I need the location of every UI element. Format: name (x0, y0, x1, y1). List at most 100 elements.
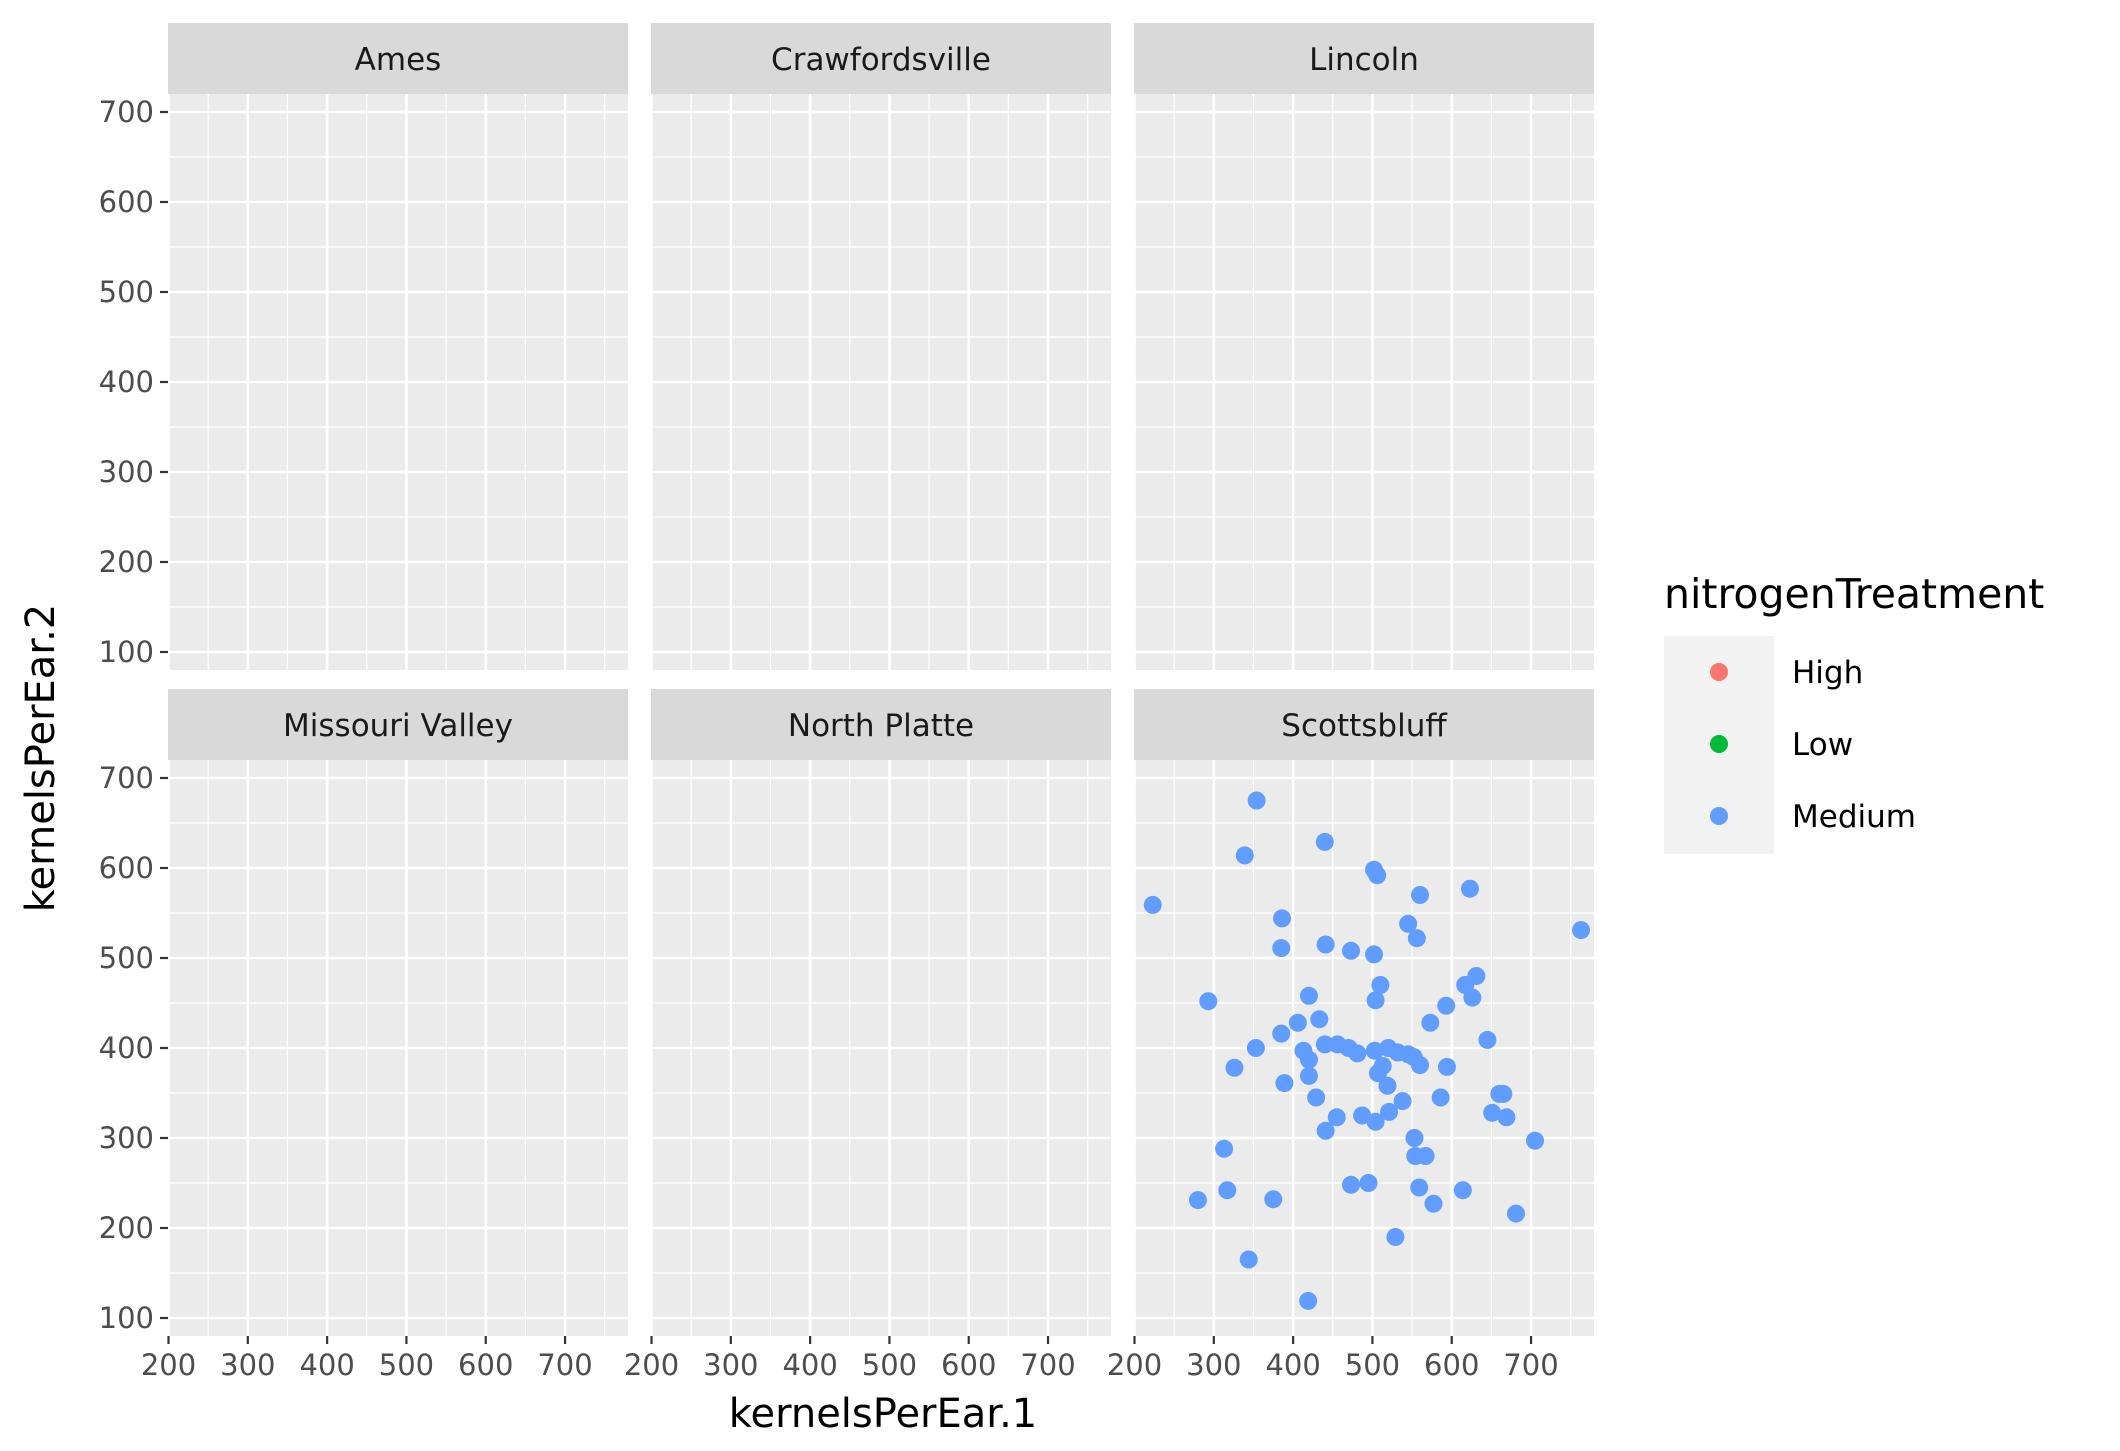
y-tick-label: 300 (99, 455, 154, 489)
facet-panel: Scottsbluff (1133, 689, 1594, 1336)
y-tick-label: 500 (99, 275, 154, 309)
data-point (1199, 992, 1218, 1011)
data-point (1215, 1139, 1234, 1158)
data-point (1366, 1112, 1385, 1131)
y-tick-label: 100 (99, 635, 154, 669)
y-tick-label: 700 (99, 761, 154, 795)
data-point (1407, 929, 1426, 948)
data-point (1421, 1013, 1440, 1032)
legend-key-high (1710, 663, 1728, 681)
data-point (1497, 1108, 1516, 1127)
data-point (1494, 1084, 1513, 1103)
y-tick-label: 400 (99, 1031, 154, 1065)
data-point (1463, 988, 1482, 1007)
facet-strip (651, 689, 1111, 760)
data-point (1526, 1131, 1545, 1150)
x-tick-label: 500 (379, 1348, 434, 1382)
data-point (1483, 1103, 1502, 1122)
data-point (1299, 1291, 1318, 1310)
data-point (1393, 1092, 1412, 1111)
data-point (1264, 1190, 1283, 1209)
data-point (1316, 935, 1335, 954)
facet-strip-label: Missouri Valley (283, 708, 513, 744)
data-point (1572, 921, 1591, 940)
data-point (1273, 909, 1292, 928)
data-point (1411, 886, 1430, 904)
x-tick-label: 500 (1345, 1348, 1400, 1382)
data-point (1359, 1174, 1378, 1192)
x-tick-label: 600 (458, 1348, 513, 1382)
data-point (1431, 1088, 1450, 1107)
y-axis-title: kernelsPerEar.2 (18, 604, 64, 912)
data-point (1460, 879, 1479, 898)
data-point (1299, 1050, 1318, 1069)
y-tick-label: 300 (99, 1121, 154, 1155)
x-tick-label: 300 (703, 1348, 758, 1382)
data-point (1288, 1013, 1307, 1032)
facet-strip-label: North Platte (788, 708, 974, 744)
data-point (1315, 1035, 1334, 1054)
x-tick-label: 400 (782, 1348, 837, 1382)
x-axis-title: kernelsPerEar.1 (729, 1391, 1037, 1437)
facet-panel: Ames (167, 23, 628, 670)
data-point (1371, 976, 1390, 994)
x-tick-label: 400 (299, 1348, 354, 1382)
data-point (1218, 1181, 1237, 1200)
data-point (1188, 1191, 1207, 1210)
data-point (1247, 791, 1266, 810)
data-point (1348, 1044, 1367, 1063)
legend-key-medium (1710, 807, 1728, 825)
data-point (1411, 1056, 1430, 1075)
legend-key-low (1710, 735, 1728, 753)
data-point (1365, 945, 1384, 964)
x-tick-label: 500 (862, 1348, 917, 1382)
data-point (1380, 1102, 1399, 1121)
data-point (1478, 1030, 1497, 1049)
facet-strip-label: Scottsbluff (1281, 708, 1447, 744)
data-point (1424, 1194, 1443, 1213)
y-tick-label: 500 (99, 941, 154, 975)
facet-panel: Lincoln (1133, 23, 1594, 670)
data-point (1299, 986, 1318, 1005)
x-tick-label: 700 (1020, 1348, 1075, 1382)
x-tick-label: 300 (1186, 1348, 1241, 1382)
data-point (1225, 1058, 1244, 1077)
data-point (1437, 996, 1456, 1015)
data-point (1316, 1121, 1335, 1140)
data-point (1272, 939, 1291, 958)
data-point (1275, 1074, 1294, 1093)
y-tick-label: 200 (99, 545, 154, 579)
x-tick-label: 700 (537, 1348, 592, 1382)
data-point (1342, 941, 1361, 960)
facet-strip (168, 689, 628, 760)
legend-title: nitrogenTreatment (1664, 570, 2044, 618)
x-tick-label: 400 (1265, 1348, 1320, 1382)
x-tick-label: 200 (1107, 1348, 1162, 1382)
y-tick-label: 100 (99, 1301, 154, 1335)
facet-panel: North Platte (650, 689, 1111, 1336)
data-point (1386, 1228, 1405, 1246)
facet-strip (651, 23, 1111, 94)
facet-strip (1134, 23, 1594, 94)
data-point (1307, 1088, 1326, 1107)
x-tick-label: 600 (941, 1348, 996, 1382)
axes: 100 200 300 400 500 600 700 100 200 300 400 500 600 7… (99, 95, 1559, 1382)
x-tick-label: 600 (1424, 1348, 1479, 1382)
data-point (1405, 1129, 1424, 1147)
data-point (1410, 1178, 1429, 1197)
data-point (1399, 914, 1418, 933)
data-point (1365, 1041, 1384, 1060)
data-point (1416, 1147, 1435, 1165)
data-point (1235, 846, 1254, 865)
facet-strip-label: Lincoln (1309, 42, 1419, 78)
facet-strip-label: Crawfordsville (771, 42, 991, 78)
data-point (1378, 1076, 1397, 1095)
data-point (1437, 1057, 1456, 1076)
data-point (1453, 1181, 1472, 1200)
data-point (1246, 1039, 1265, 1057)
facet-panel: Missouri Valley (167, 689, 628, 1336)
data-point (1368, 1064, 1387, 1083)
data-point (1467, 967, 1486, 985)
y-tick-label: 200 (99, 1211, 154, 1245)
